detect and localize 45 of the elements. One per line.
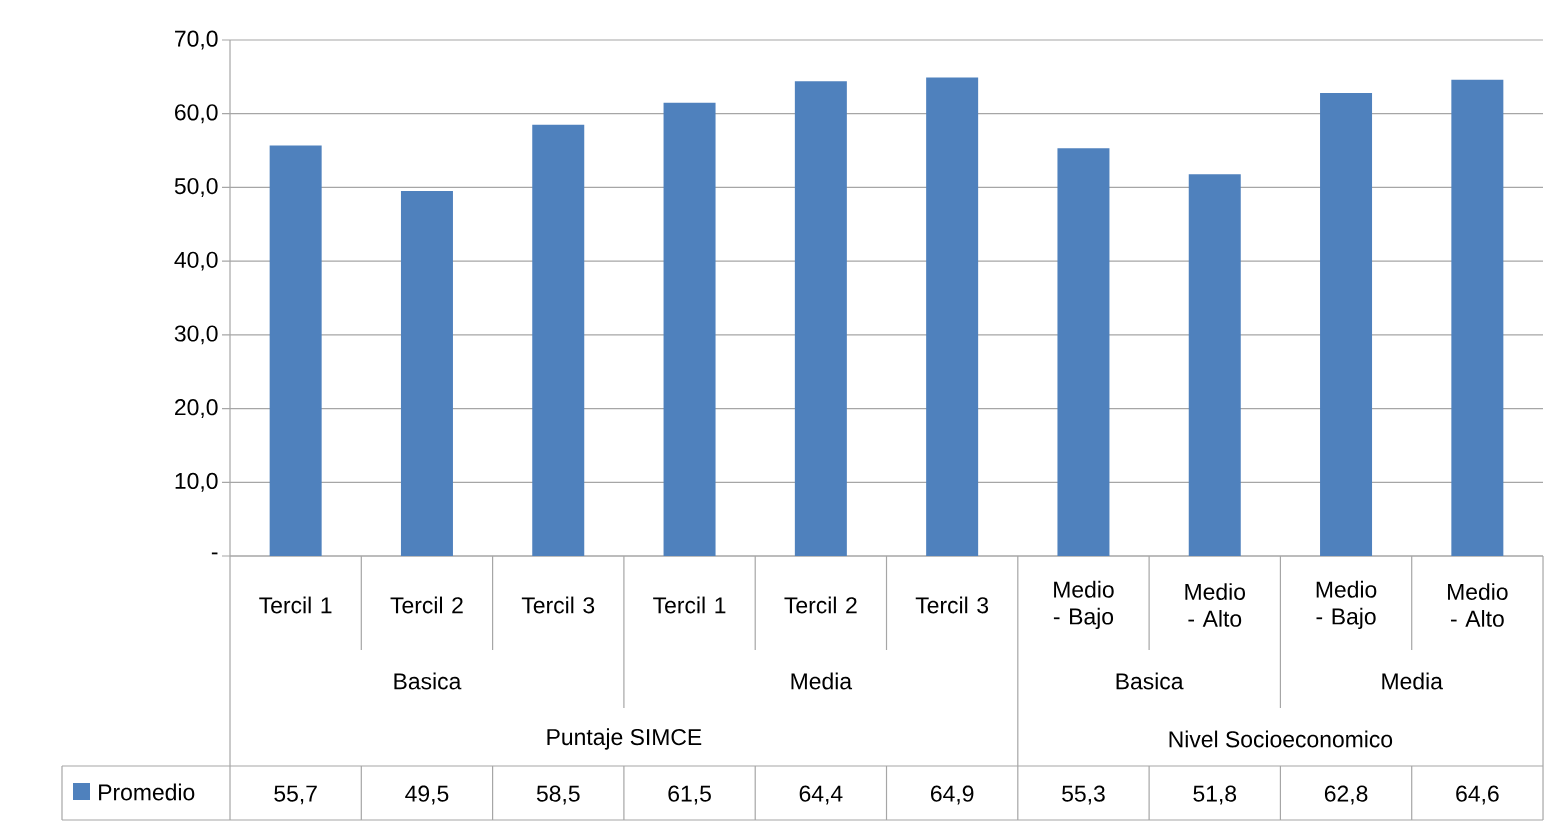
bar — [1057, 148, 1110, 556]
legend-label: Promedio — [99, 783, 195, 801]
bar — [400, 191, 453, 556]
x-tick-label: Medio - Alto — [1185, 583, 1245, 627]
text: Media — [791, 672, 853, 690]
data-label: 64,9 — [931, 785, 974, 805]
text: Nivel Socioeconomico — [1169, 730, 1393, 748]
text: Basica — [394, 672, 462, 690]
bar — [794, 81, 847, 556]
x-tick-label: Tercil 3 — [915, 596, 989, 614]
x-tick-label: Tercil 3 — [521, 596, 595, 614]
data-label: 55,3 — [1062, 785, 1105, 805]
data-label: 62,8 — [1324, 785, 1368, 805]
data-label: 55,7 — [274, 785, 317, 805]
text: Basica — [1116, 672, 1184, 690]
bar — [1188, 174, 1241, 556]
y-tick-label: - — [211, 552, 218, 555]
bar — [663, 102, 716, 556]
x-tick-label: Tercil 1 — [259, 596, 332, 614]
x-tick-label: Tercil 1 — [653, 596, 726, 614]
data-label: 51,8 — [1193, 785, 1237, 805]
bar — [1451, 79, 1504, 556]
data-label: 64,4 — [799, 785, 843, 805]
x-tick-label: Tercil 2 — [784, 596, 857, 614]
data-label: 49,5 — [405, 785, 449, 805]
y-tick-label: 40,0 — [174, 251, 218, 271]
x-tick-label: Medio - Bajo — [1316, 580, 1377, 630]
x-tick-label: Medio - Alto — [1448, 583, 1508, 627]
y-tick-label: 10,0 — [175, 472, 218, 492]
y-tick-label: 50,0 — [174, 177, 218, 197]
text: Puntaje SIMCE — [547, 728, 702, 750]
bar — [269, 145, 322, 556]
y-tick-label: 70,0 — [175, 30, 218, 50]
y-tick-label: 20,0 — [175, 399, 218, 419]
y-tick-label: 30,0 — [174, 325, 218, 345]
data-label: 61,5 — [668, 785, 711, 805]
x-tick-label: Medio - Bajo — [1053, 580, 1114, 630]
text: Media — [1382, 672, 1443, 690]
x-tick-label: Tercil 2 — [390, 596, 463, 614]
data-label: 58,5 — [536, 785, 580, 805]
bar — [926, 77, 979, 556]
bar — [532, 124, 585, 556]
data-label: 64,6 — [1456, 785, 1499, 805]
bar — [1320, 93, 1373, 556]
y-tick-label: 60,0 — [175, 104, 218, 124]
